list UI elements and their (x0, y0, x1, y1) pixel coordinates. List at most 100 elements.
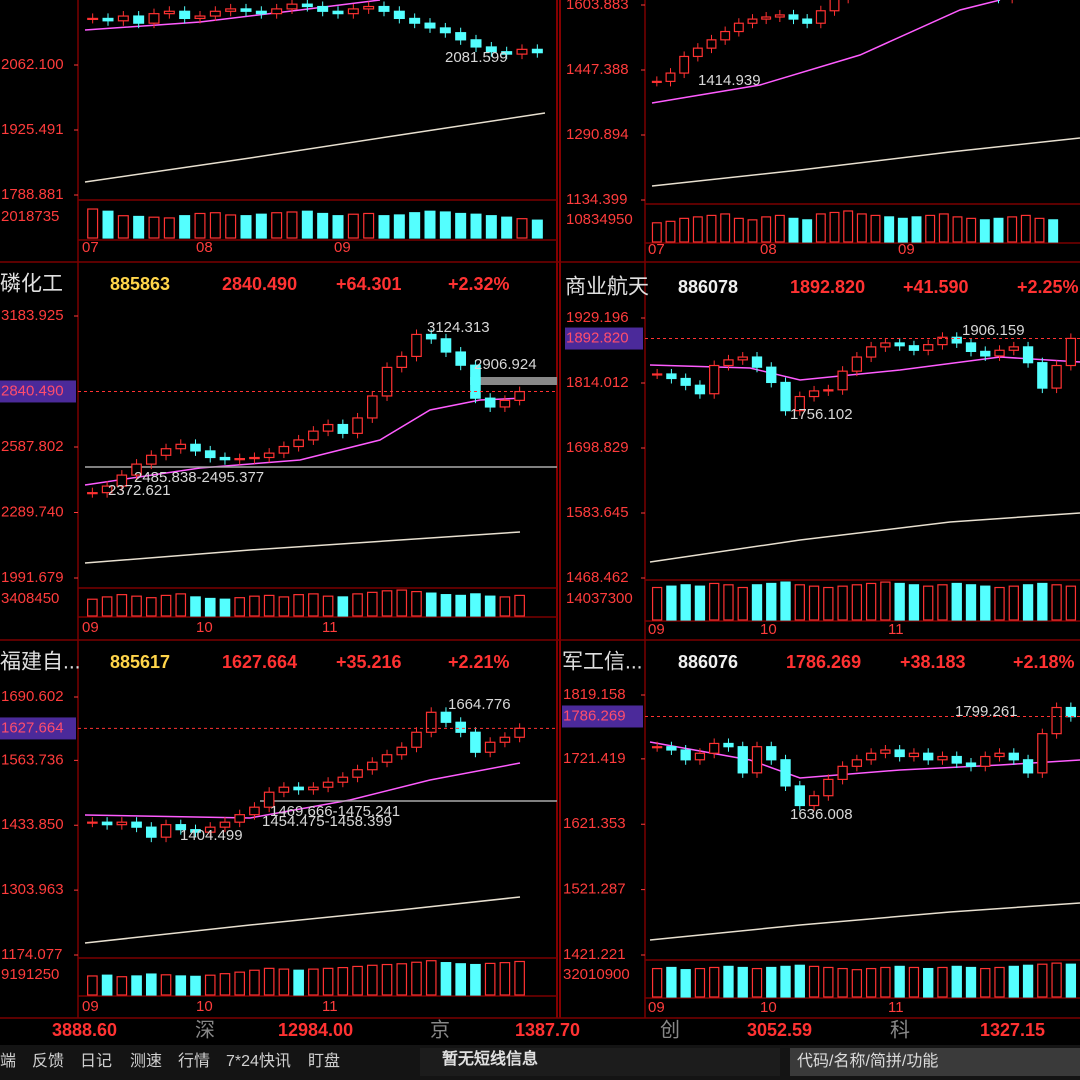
toolbar-item[interactable]: 行情 (178, 1052, 210, 1070)
volume-bar (396, 963, 408, 996)
volume-bar (249, 969, 260, 996)
candle (823, 389, 834, 392)
volume-bar (894, 582, 905, 621)
news-text: 暂无短线信息 (442, 1049, 538, 1068)
volume-bar (145, 597, 157, 617)
volume-bar (194, 212, 206, 239)
volume-bar (501, 216, 513, 239)
volume-bar (366, 964, 378, 996)
candle (516, 48, 528, 55)
candle (923, 344, 934, 351)
search-placeholder[interactable]: 代码/名称/简拼/功能 (797, 1052, 938, 1070)
candle (455, 351, 467, 366)
candle (694, 384, 706, 395)
volume-bar (175, 593, 187, 617)
index-value: 12984.00 (278, 1020, 353, 1040)
candle (102, 17, 114, 22)
volume-bar (651, 222, 662, 243)
y-tick-label: 1134.399 (566, 191, 627, 208)
candle (278, 786, 290, 793)
volume-bar (381, 590, 393, 617)
volume-bar (225, 214, 237, 239)
month-label: 10 (760, 999, 777, 1016)
volume-bar (101, 974, 113, 996)
y-tick-label: 1925.491 (1, 121, 64, 138)
header-name: 福建自... (0, 651, 81, 674)
volume-bar (680, 969, 691, 998)
volume-bar (737, 586, 748, 621)
index-value: 3888.60 (52, 1020, 117, 1040)
toolbar-item[interactable]: 测速 (130, 1052, 162, 1070)
volume-bar (286, 211, 298, 239)
search-box[interactable] (790, 1048, 1080, 1076)
volume-bar (880, 581, 891, 621)
volume-bar (219, 973, 231, 996)
volume-bar (837, 967, 848, 998)
annotation: 3124.313 (427, 319, 490, 336)
volume-bar (965, 584, 977, 621)
toolbar-item[interactable]: 端 (0, 1052, 16, 1070)
volume-bar (101, 596, 113, 617)
toolbar-item[interactable]: 盯盘 (308, 1051, 340, 1070)
candle (87, 492, 98, 495)
volume-bar (911, 216, 922, 243)
candle (293, 439, 304, 448)
volume-bar (255, 213, 267, 239)
candle (1008, 752, 1019, 761)
price-badge (562, 705, 643, 728)
header-price: 1786.269 (786, 652, 861, 672)
candle (332, 10, 344, 15)
y-tick-label: 1433.850 (1, 816, 64, 833)
toolbar-item[interactable]: 日记 (80, 1052, 112, 1070)
candle (219, 821, 231, 828)
volume-bar (706, 214, 717, 243)
y-tick-label: 2587.802 (1, 438, 64, 455)
volume-bar (720, 213, 731, 243)
candle (255, 10, 267, 15)
annotation: 2906.924 (474, 356, 537, 373)
volume-bar (160, 594, 172, 617)
volume-bar (263, 967, 275, 996)
volume-bar (723, 965, 734, 998)
volume-bar (979, 219, 990, 243)
candle (808, 795, 820, 807)
candle (470, 39, 482, 48)
volume-label: 2018735 (1, 208, 59, 225)
candle (145, 454, 157, 465)
volume-bar (965, 966, 977, 998)
candle (352, 769, 363, 778)
candle (965, 342, 977, 353)
candle (204, 826, 216, 833)
candle (651, 373, 663, 376)
candle (865, 752, 877, 761)
candle (485, 46, 497, 53)
volume-bar (308, 593, 319, 617)
candle (440, 338, 452, 353)
toolbar-item[interactable]: 7*24快讯 (226, 1052, 291, 1070)
y-tick-label: 2289.740 (1, 503, 64, 520)
month-label: 11 (322, 619, 338, 636)
candle (194, 15, 206, 20)
volume-bar (190, 975, 201, 996)
y-tick-label: 1721.419 (563, 750, 626, 767)
volume-bar (951, 582, 962, 621)
candle (994, 349, 1005, 357)
volume-bar (651, 586, 663, 621)
annotation: 2372.621 (108, 482, 171, 499)
candle (337, 776, 349, 783)
candle (484, 397, 496, 408)
volume-bar (980, 967, 991, 998)
candle (190, 829, 201, 833)
candle (499, 736, 511, 743)
candle (301, 3, 313, 8)
index-value: 1327.15 (980, 1020, 1045, 1040)
y-tick-label: 1521.287 (563, 881, 626, 898)
toolbar-item[interactable]: 反馈 (32, 1052, 64, 1070)
volume-bar (411, 590, 422, 617)
price-badge (0, 380, 76, 403)
header-pct: +2.25% (1017, 277, 1079, 297)
candle (131, 463, 142, 476)
volume-label: 10834950 (566, 211, 633, 228)
volume-bar (337, 596, 349, 617)
volume-bar (794, 964, 805, 998)
